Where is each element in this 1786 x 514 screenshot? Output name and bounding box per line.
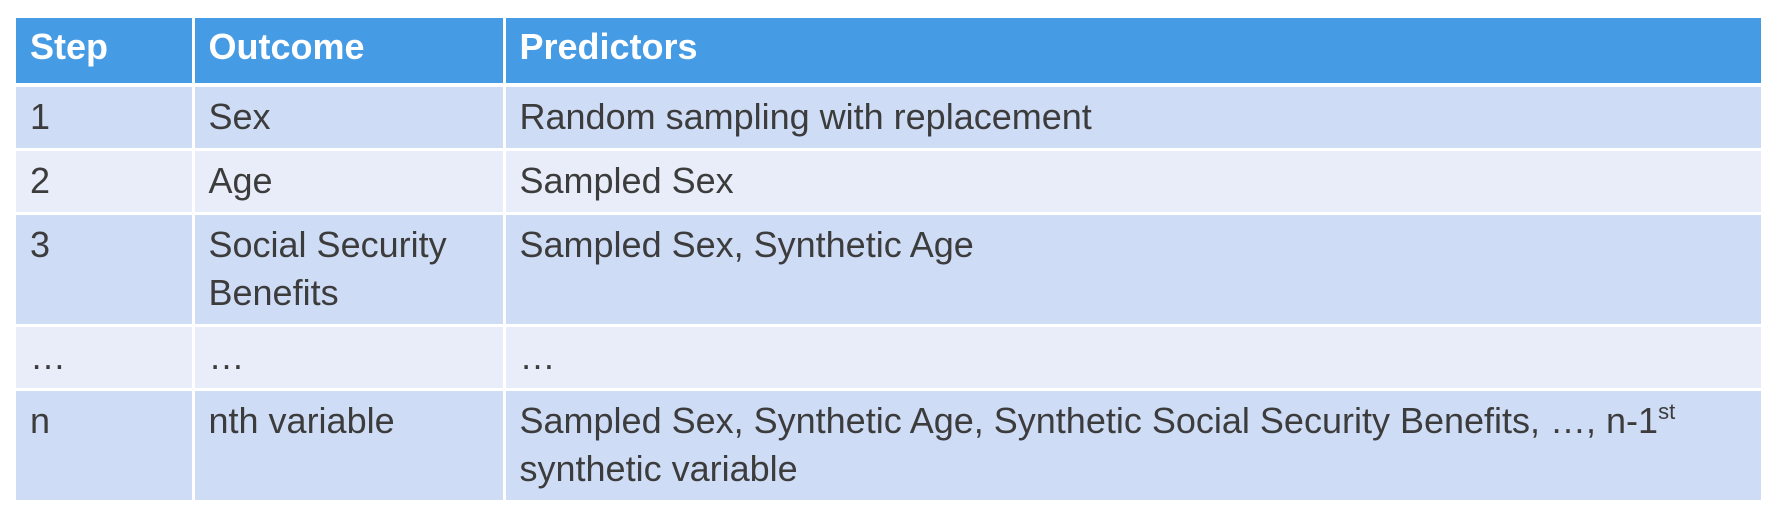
predictors-text: Sampled Sex, Synthetic Age, Synthetic So… [519,400,1659,441]
outcome-cell: Sex [191,85,504,151]
predictors-cell: Random sampling with replacement [502,85,1761,151]
table-row: n nth variable Sampled Sex, Synthetic Ag… [16,389,1761,500]
steps-table-container: Step Outcome Predictors 1 Sex Random sam… [16,18,1761,500]
step-cell: n [16,389,193,500]
predictors-cell: … [502,325,1761,391]
header-predictors: Predictors [502,18,1761,87]
steps-table: Step Outcome Predictors 1 Sex Random sam… [16,18,1761,500]
step-cell: 1 [16,85,193,151]
header-outcome: Outcome [191,18,504,87]
outcome-cell: … [191,325,504,391]
predictors-text-continued: synthetic variable [519,448,798,489]
predictors-cell: Sampled Sex, Synthetic Age, Synthetic So… [502,389,1761,500]
outcome-cell: Social Security Benefits [191,213,504,327]
outcome-cell: nth variable [191,389,504,500]
ordinal-superscript: st [1658,399,1676,424]
predictors-cell: Sampled Sex [502,149,1761,215]
table-row: 3 Social Security Benefits Sampled Sex, … [16,213,1761,327]
header-step: Step [16,18,193,87]
outcome-cell: Age [191,149,504,215]
table-row: 1 Sex Random sampling with replacement [16,85,1761,151]
step-cell: … [16,325,193,391]
table-header-row: Step Outcome Predictors [16,18,1761,87]
table-row: … … … [16,325,1761,391]
table-row: 2 Age Sampled Sex [16,149,1761,215]
step-cell: 2 [16,149,193,215]
predictors-cell: Sampled Sex, Synthetic Age [502,213,1761,327]
step-cell: 3 [16,213,193,327]
